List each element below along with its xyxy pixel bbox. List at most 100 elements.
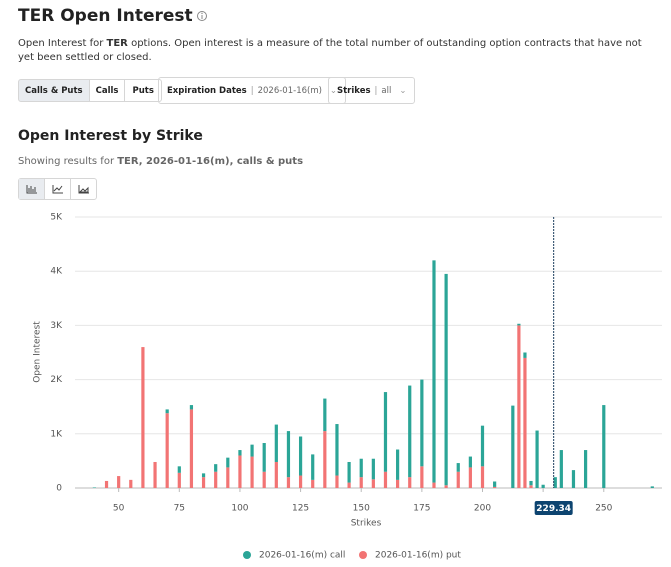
y-tick-label: 4K: [50, 267, 63, 277]
value: all: [381, 85, 392, 96]
bar: [153, 461, 157, 488]
bar: [347, 482, 351, 488]
bar: [535, 430, 539, 488]
y-axis-label: Open Interest: [33, 321, 43, 383]
bar: [262, 443, 266, 472]
x-tick-label: 175: [413, 504, 430, 514]
bar: [177, 472, 181, 488]
ticker: TER: [106, 38, 128, 49]
area-chart-icon[interactable]: [70, 179, 96, 199]
x-tick-label: 125: [292, 504, 309, 514]
bar: [274, 461, 278, 488]
bar: [298, 475, 303, 488]
bar: [274, 424, 278, 462]
value: 2026-01-16(m): [257, 85, 322, 96]
bar: [323, 431, 327, 488]
toggle-button[interactable]: Puts: [125, 79, 162, 102]
bar: [396, 449, 400, 480]
info-icon[interactable]: [196, 10, 208, 22]
x-tick-label: 200: [474, 504, 491, 514]
bar: [602, 405, 606, 488]
label: Expiration Dates: [167, 85, 247, 96]
bar: [129, 479, 133, 488]
bar-chart-icon[interactable]: [19, 179, 44, 199]
text: Open Interest for: [18, 38, 107, 49]
bar: [529, 480, 533, 486]
bar: [141, 347, 145, 488]
bar: [371, 458, 375, 480]
bar: [650, 486, 654, 488]
bar: [517, 323, 521, 326]
x-tick-label: 50: [113, 504, 125, 514]
bar: [347, 461, 351, 483]
bar: [201, 477, 206, 488]
bar: [444, 273, 448, 486]
bar: [420, 466, 424, 488]
bar: [432, 260, 436, 483]
bar: [286, 477, 291, 488]
bar: [165, 409, 169, 414]
bar: [298, 436, 303, 476]
text: options. Open interest is a measure of t…: [18, 38, 642, 63]
text: Showing results for: [18, 156, 118, 167]
bar: [371, 479, 375, 488]
section-title: Open Interest by Strike: [18, 128, 203, 144]
y-tick-label: 2K: [50, 375, 63, 385]
bar: [553, 477, 557, 488]
page-title: TER Open Interest: [18, 6, 193, 26]
bar: [214, 471, 218, 488]
bar: [323, 398, 327, 432]
bar: [559, 450, 563, 488]
bar: [432, 482, 436, 488]
y-tick-label: 3K: [50, 321, 63, 331]
bar: [335, 475, 339, 488]
bar: [493, 486, 497, 488]
strikes-dropdown[interactable]: Strikes | all ⌄: [328, 77, 416, 104]
y-tick-label: 0: [56, 484, 62, 494]
bar: [456, 463, 460, 472]
bar: [262, 471, 266, 488]
bar: [189, 405, 194, 410]
cursor-label: 229.34: [536, 504, 571, 514]
bar: [541, 484, 545, 488]
bar: [104, 480, 109, 488]
bar: [189, 409, 194, 488]
y-tick-label: 1K: [50, 429, 63, 439]
bar: [92, 487, 97, 488]
bar: [517, 325, 521, 488]
bar: [214, 464, 218, 472]
bar: [408, 385, 412, 478]
description: Open Interest for TER options. Open inte…: [18, 37, 658, 65]
bar: [420, 379, 424, 467]
bar: [250, 444, 254, 457]
line-chart-icon[interactable]: [44, 179, 70, 199]
bar: [311, 454, 315, 480]
legend-label: 2026-01-16(m) put: [375, 551, 461, 561]
bar: [165, 413, 169, 488]
legend-marker: [243, 551, 251, 559]
bar: [456, 471, 460, 488]
y-tick-label: 5K: [50, 213, 63, 223]
toggle-button[interactable]: Calls & Puts: [18, 79, 90, 102]
bar: [408, 477, 412, 488]
bar: [571, 470, 576, 488]
bar: [359, 477, 363, 488]
bar: [359, 458, 363, 478]
legend-label: 2026-01-16(m) call: [259, 551, 345, 561]
bar: [523, 352, 527, 358]
bar: [238, 450, 242, 456]
toggle-button[interactable]: Calls: [89, 79, 126, 102]
x-axis-label: Strikes: [351, 519, 382, 529]
legend-marker: [359, 551, 367, 559]
expiration-dropdown[interactable]: Expiration Dates | 2026-01-16(m) ⌄: [158, 77, 347, 104]
type-toggle: Calls & Puts Calls Puts: [18, 79, 162, 102]
x-tick-label: 75: [174, 504, 185, 514]
bar: [480, 425, 485, 467]
x-tick-label: 250: [595, 504, 612, 514]
bar: [226, 457, 230, 468]
section-subtitle: Showing results for TER, 2026-01-16(m), …: [18, 155, 303, 169]
bar: [511, 405, 515, 488]
bar: [468, 456, 472, 468]
bar: [250, 456, 254, 488]
bar: [529, 485, 533, 488]
